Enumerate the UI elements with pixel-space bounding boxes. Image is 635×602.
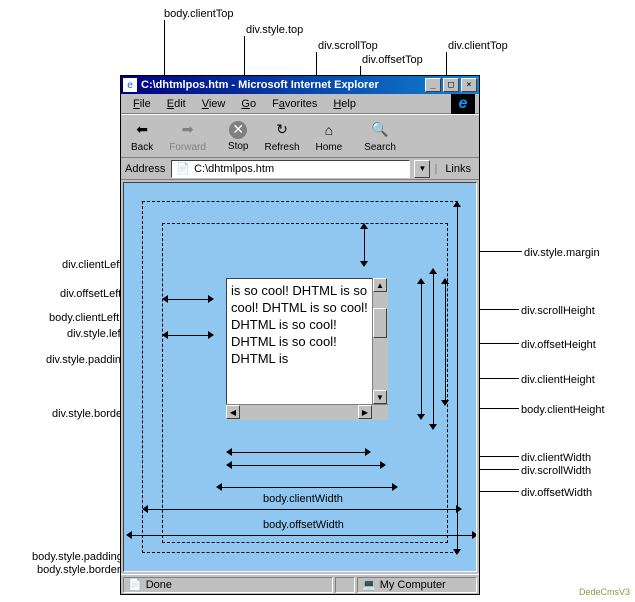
page-icon: 📄	[176, 162, 190, 175]
label-body-clientwidth: body.clientWidth	[259, 493, 347, 505]
label-body-style-padding: body.style.padding	[32, 551, 123, 563]
menu-file[interactable]: File	[125, 96, 159, 112]
maximize-button[interactable]: □	[443, 78, 459, 92]
window-title: C:\dhtmlpos.htm - Microsoft Internet Exp…	[141, 79, 425, 91]
computer-icon: 💻	[362, 578, 376, 591]
scroll-right-button[interactable]: ▶	[358, 405, 372, 419]
stop-label: Stop	[228, 141, 249, 152]
ie-icon: e	[123, 78, 137, 92]
stop-button[interactable]: ✕ Stop	[220, 119, 257, 154]
search-button[interactable]: 🔍 Search	[356, 118, 404, 155]
address-dropdown[interactable]: ▼	[414, 160, 430, 178]
zone-text: My Computer	[380, 579, 446, 591]
links-button[interactable]: Links	[441, 163, 475, 175]
status-text: Done	[146, 579, 172, 591]
vertical-scrollbar[interactable]: ▲ ▼	[372, 278, 388, 404]
label-div-clientleft: div.clientLeft	[62, 259, 122, 271]
horizontal-scrollbar[interactable]: ◀ ▶	[226, 404, 388, 420]
label-body-clienttop: body.clientTop	[164, 8, 234, 20]
dim-div-offsetleft	[162, 295, 214, 303]
menu-help[interactable]: Help	[325, 96, 364, 112]
ie-window: e C:\dhtmlpos.htm - Microsoft Internet E…	[120, 75, 480, 595]
label-div-style-border: div.style.border	[52, 408, 126, 420]
address-value: C:\dhtmlpos.htm	[194, 163, 274, 175]
scroll-up-button[interactable]: ▲	[373, 278, 387, 292]
forward-arrow-icon: ➡	[178, 120, 198, 140]
menu-go[interactable]: Go	[233, 96, 264, 112]
dim-body-clientheight	[453, 201, 461, 555]
label-div-offsetwidth: div.offsetWidth	[521, 487, 592, 499]
label-div-clienttop: div.clientTop	[448, 40, 508, 52]
dim-div-style-left	[162, 331, 214, 339]
minimize-button[interactable]: _	[425, 78, 441, 92]
label-div-style-padding: div.style.padding	[46, 354, 127, 366]
status-zone: 💻 My Computer	[357, 577, 477, 593]
ie-logo-icon: e	[451, 94, 475, 114]
label-div-scrollheight: div.scrollHeight	[521, 305, 595, 317]
label-div-style-top: div.style.top	[246, 24, 303, 36]
done-icon: 📄	[128, 578, 142, 591]
home-label: Home	[316, 142, 343, 153]
dim-div-offsetheight	[429, 268, 437, 430]
refresh-icon: ↻	[272, 120, 292, 140]
menu-edit[interactable]: Edit	[159, 96, 194, 112]
menubar: File Edit View Go Favorites Help e	[121, 94, 479, 114]
home-icon: ⌂	[319, 120, 339, 140]
content-area: is so cool! DHTML is so cool! DHTML is s…	[123, 182, 477, 572]
titlebar: e C:\dhtmlpos.htm - Microsoft Internet E…	[121, 76, 479, 94]
address-input[interactable]: 📄 C:\dhtmlpos.htm	[171, 160, 410, 178]
dim-body-clientwidth	[142, 505, 462, 513]
scroll-thumb[interactable]	[373, 308, 387, 338]
label-div-scrollwidth: div.scrollWidth	[521, 465, 591, 477]
label-div-style-left: div.style.left	[67, 328, 124, 340]
dim-div-scrollwidth	[226, 461, 386, 469]
close-button[interactable]: ×	[461, 78, 477, 92]
div-box: is so cool! DHTML is so cool! DHTML is s…	[216, 268, 398, 430]
scroll-left-button[interactable]: ◀	[226, 405, 240, 419]
refresh-button[interactable]: ↻ Refresh	[257, 118, 308, 155]
label-div-offsettop: div.offsetTop	[362, 54, 423, 66]
back-button[interactable]: ⬅ Back	[123, 118, 161, 155]
dim-div-scrollheight	[417, 278, 425, 420]
back-arrow-icon: ⬅	[132, 120, 152, 140]
status-done: 📄 Done	[123, 577, 333, 593]
label-div-clientheight: div.clientHeight	[521, 374, 595, 386]
statusbar: 📄 Done 💻 My Computer	[121, 574, 479, 594]
label-body-clientleft: body.clientLeft	[49, 312, 119, 324]
watermark: DedeCmsV3	[579, 587, 630, 597]
dim-div-clientwidth	[226, 448, 371, 456]
div-content: is so cool! DHTML is so cool! DHTML is s…	[226, 278, 388, 420]
label-body-offsetwidth: body.offsetWidth	[259, 519, 348, 531]
address-bar: Address 📄 C:\dhtmlpos.htm ▼ | Links	[121, 158, 479, 180]
label-div-clientwidth: div.clientWidth	[521, 452, 591, 464]
label-div-offsetleft: div.offsetLeft	[60, 288, 121, 300]
scroll-down-button[interactable]: ▼	[373, 390, 387, 404]
refresh-label: Refresh	[265, 142, 300, 153]
dim-body-offsetwidth	[126, 531, 477, 539]
status-pane	[335, 577, 355, 593]
dim-div-offsettop	[360, 223, 368, 267]
label-div-scrolltop: div.scrollTop	[318, 40, 378, 52]
search-label: Search	[364, 142, 396, 153]
label-body-clientheight: body.clientHeight	[521, 404, 605, 416]
label-body-style-border: body.style.border	[37, 564, 121, 576]
back-label: Back	[131, 142, 153, 153]
menu-favorites[interactable]: Favorites	[264, 96, 325, 112]
address-label: Address	[125, 163, 167, 175]
forward-button[interactable]: ➡ Forward	[161, 118, 214, 155]
home-button[interactable]: ⌂ Home	[308, 118, 351, 155]
stop-icon: ✕	[229, 121, 247, 139]
dim-div-clientheight	[441, 278, 449, 406]
label-div-style-margin: div.style.margin	[524, 247, 600, 259]
toolbar: ⬅ Back ➡ Forward ✕ Stop ↻ Refresh ⌂ Home…	[121, 114, 479, 158]
label-div-offsetheight: div.offsetHeight	[521, 339, 596, 351]
search-icon: 🔍	[370, 120, 390, 140]
forward-label: Forward	[169, 142, 206, 153]
dim-div-offsetwidth	[216, 483, 398, 491]
menu-view[interactable]: View	[194, 96, 234, 112]
